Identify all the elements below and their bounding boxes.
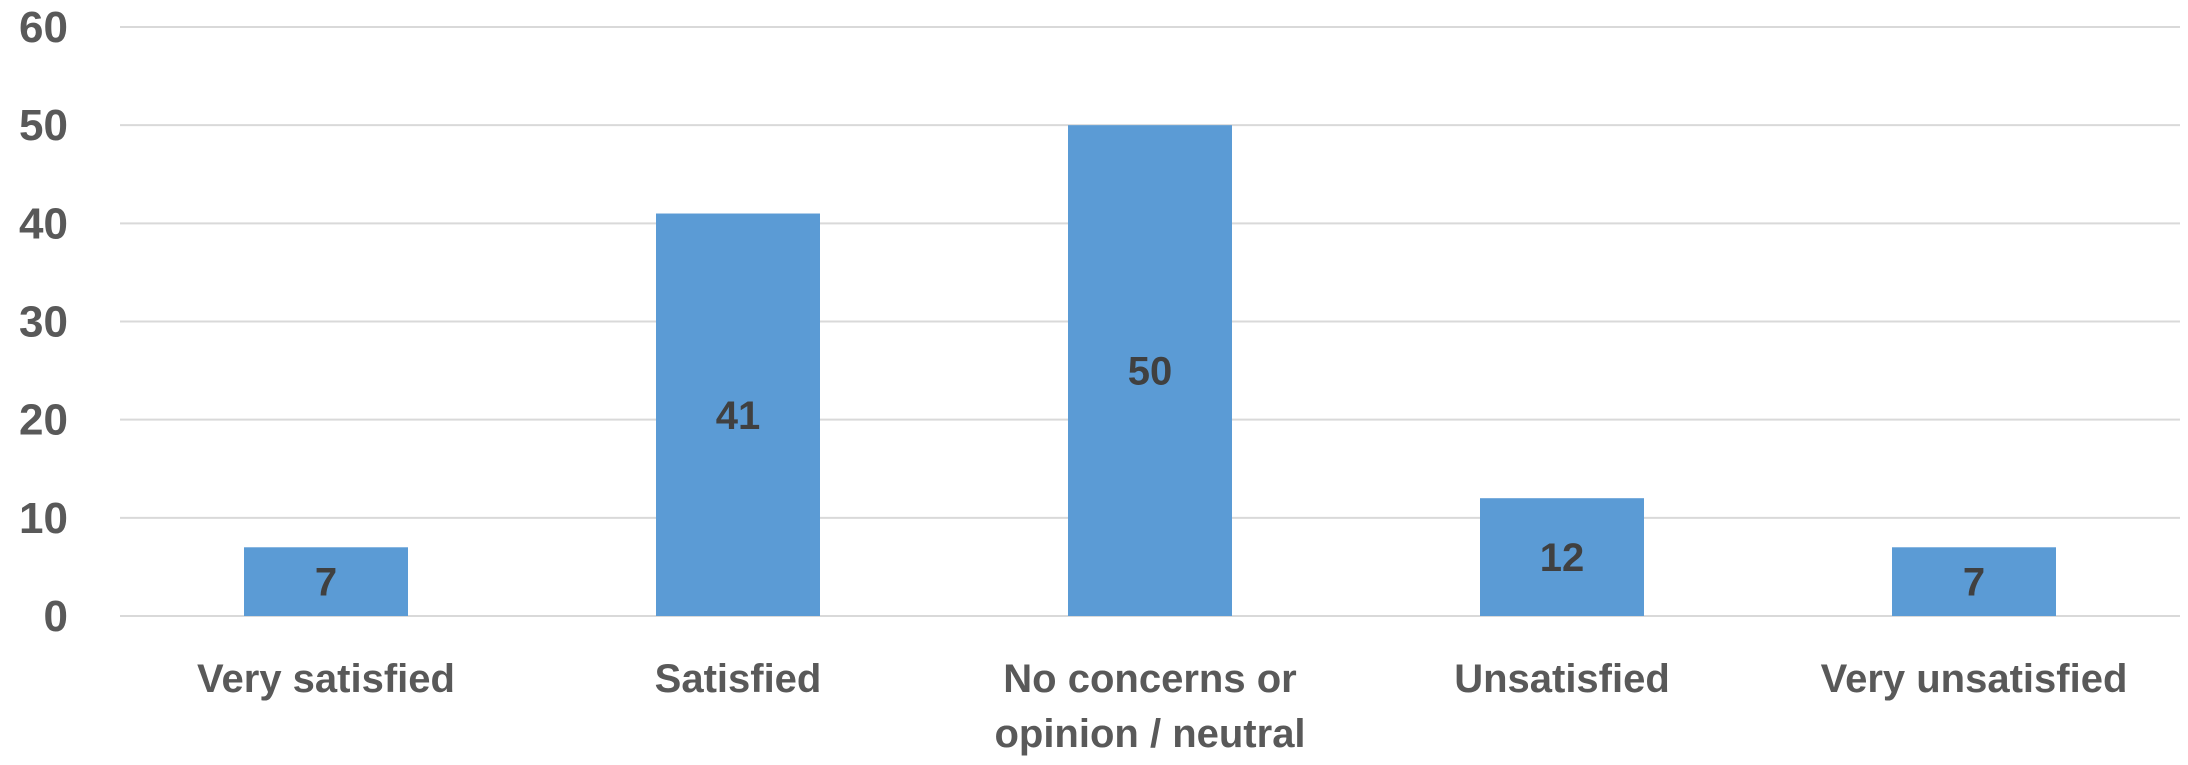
bars: [244, 125, 2056, 617]
x-tick-label: opinion / neutral: [994, 712, 1305, 756]
data-label: 7: [315, 561, 337, 605]
x-tick-label: Very unsatisfied: [1821, 657, 2128, 701]
data-label: 50: [1128, 350, 1173, 394]
y-tick-label: 10: [19, 494, 68, 543]
x-tick-label: Unsatisfied: [1454, 657, 1670, 701]
bar: [1068, 125, 1232, 617]
bar: [1892, 547, 2056, 616]
bar: [1480, 498, 1644, 616]
data-label: 7: [1963, 561, 1985, 605]
x-tick-label: Satisfied: [655, 657, 822, 701]
y-axis-tick-labels: 0 10 20 30 40 50 60: [19, 3, 68, 641]
y-tick-label: 50: [19, 101, 68, 150]
x-axis-tick-labels: Very satisfied Satisfied No concerns or opi…: [197, 657, 2127, 756]
data-labels: 7 41 50 12 7: [315, 350, 1985, 605]
bar: [244, 547, 408, 616]
data-label: 12: [1540, 536, 1585, 580]
y-tick-label: 30: [19, 298, 68, 347]
y-tick-label: 40: [19, 199, 68, 248]
x-tick-label: No concerns or: [1003, 657, 1296, 701]
y-tick-label: 0: [44, 592, 68, 641]
x-tick-label: Very satisfied: [197, 657, 455, 701]
data-label: 41: [716, 394, 761, 438]
bar: [656, 213, 820, 616]
y-tick-label: 60: [19, 3, 68, 52]
y-tick-label: 20: [19, 396, 68, 445]
